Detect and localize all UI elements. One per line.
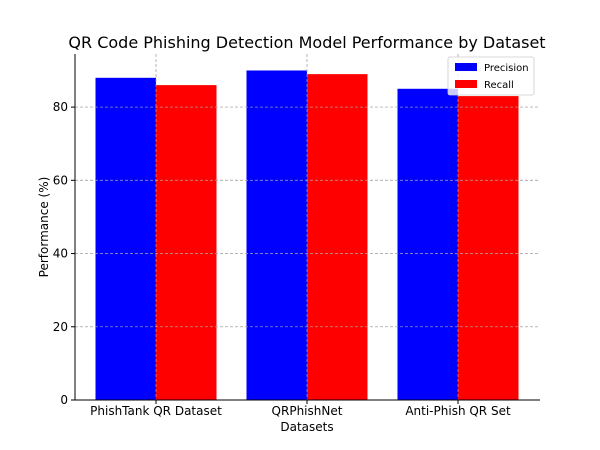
- x-axis-title: Datasets: [280, 420, 333, 434]
- y-tick-label: 0: [60, 393, 68, 407]
- x-tick-label: PhishTank QR Dataset: [90, 404, 222, 418]
- y-tick-label: 40: [53, 247, 68, 261]
- legend-label-precision: Precision: [484, 63, 529, 74]
- y-tick-label: 20: [53, 320, 68, 334]
- x-tick-label: QRPhishNet: [272, 404, 343, 418]
- bar-recall-3: [458, 96, 519, 400]
- legend: Precision Recall: [447, 56, 535, 96]
- bar-recall-1: [156, 85, 217, 400]
- y-tick-label: 60: [53, 173, 68, 187]
- y-tick-label: 80: [53, 100, 68, 114]
- legend-swatch-precision: [455, 63, 477, 71]
- x-ticks: PhishTank QR Dataset QRPhishNet Anti-Phish…: [90, 400, 511, 418]
- bar-precision-1: [95, 77, 156, 400]
- bar-precision-2: [246, 70, 307, 400]
- legend-swatch-recall: [455, 80, 477, 88]
- bar-recall-2: [307, 74, 368, 400]
- legend-label-recall: Recall: [484, 80, 514, 91]
- y-ticks: 0 20 40 60 80: [53, 100, 75, 407]
- x-tick-label: Anti-Phish QR Set: [405, 404, 511, 418]
- bars: [95, 70, 519, 400]
- y-axis-title: Performance (%): [37, 177, 51, 278]
- bar-precision-3: [397, 88, 458, 400]
- chart-title: QR Code Phishing Detection Model Perform…: [68, 33, 545, 52]
